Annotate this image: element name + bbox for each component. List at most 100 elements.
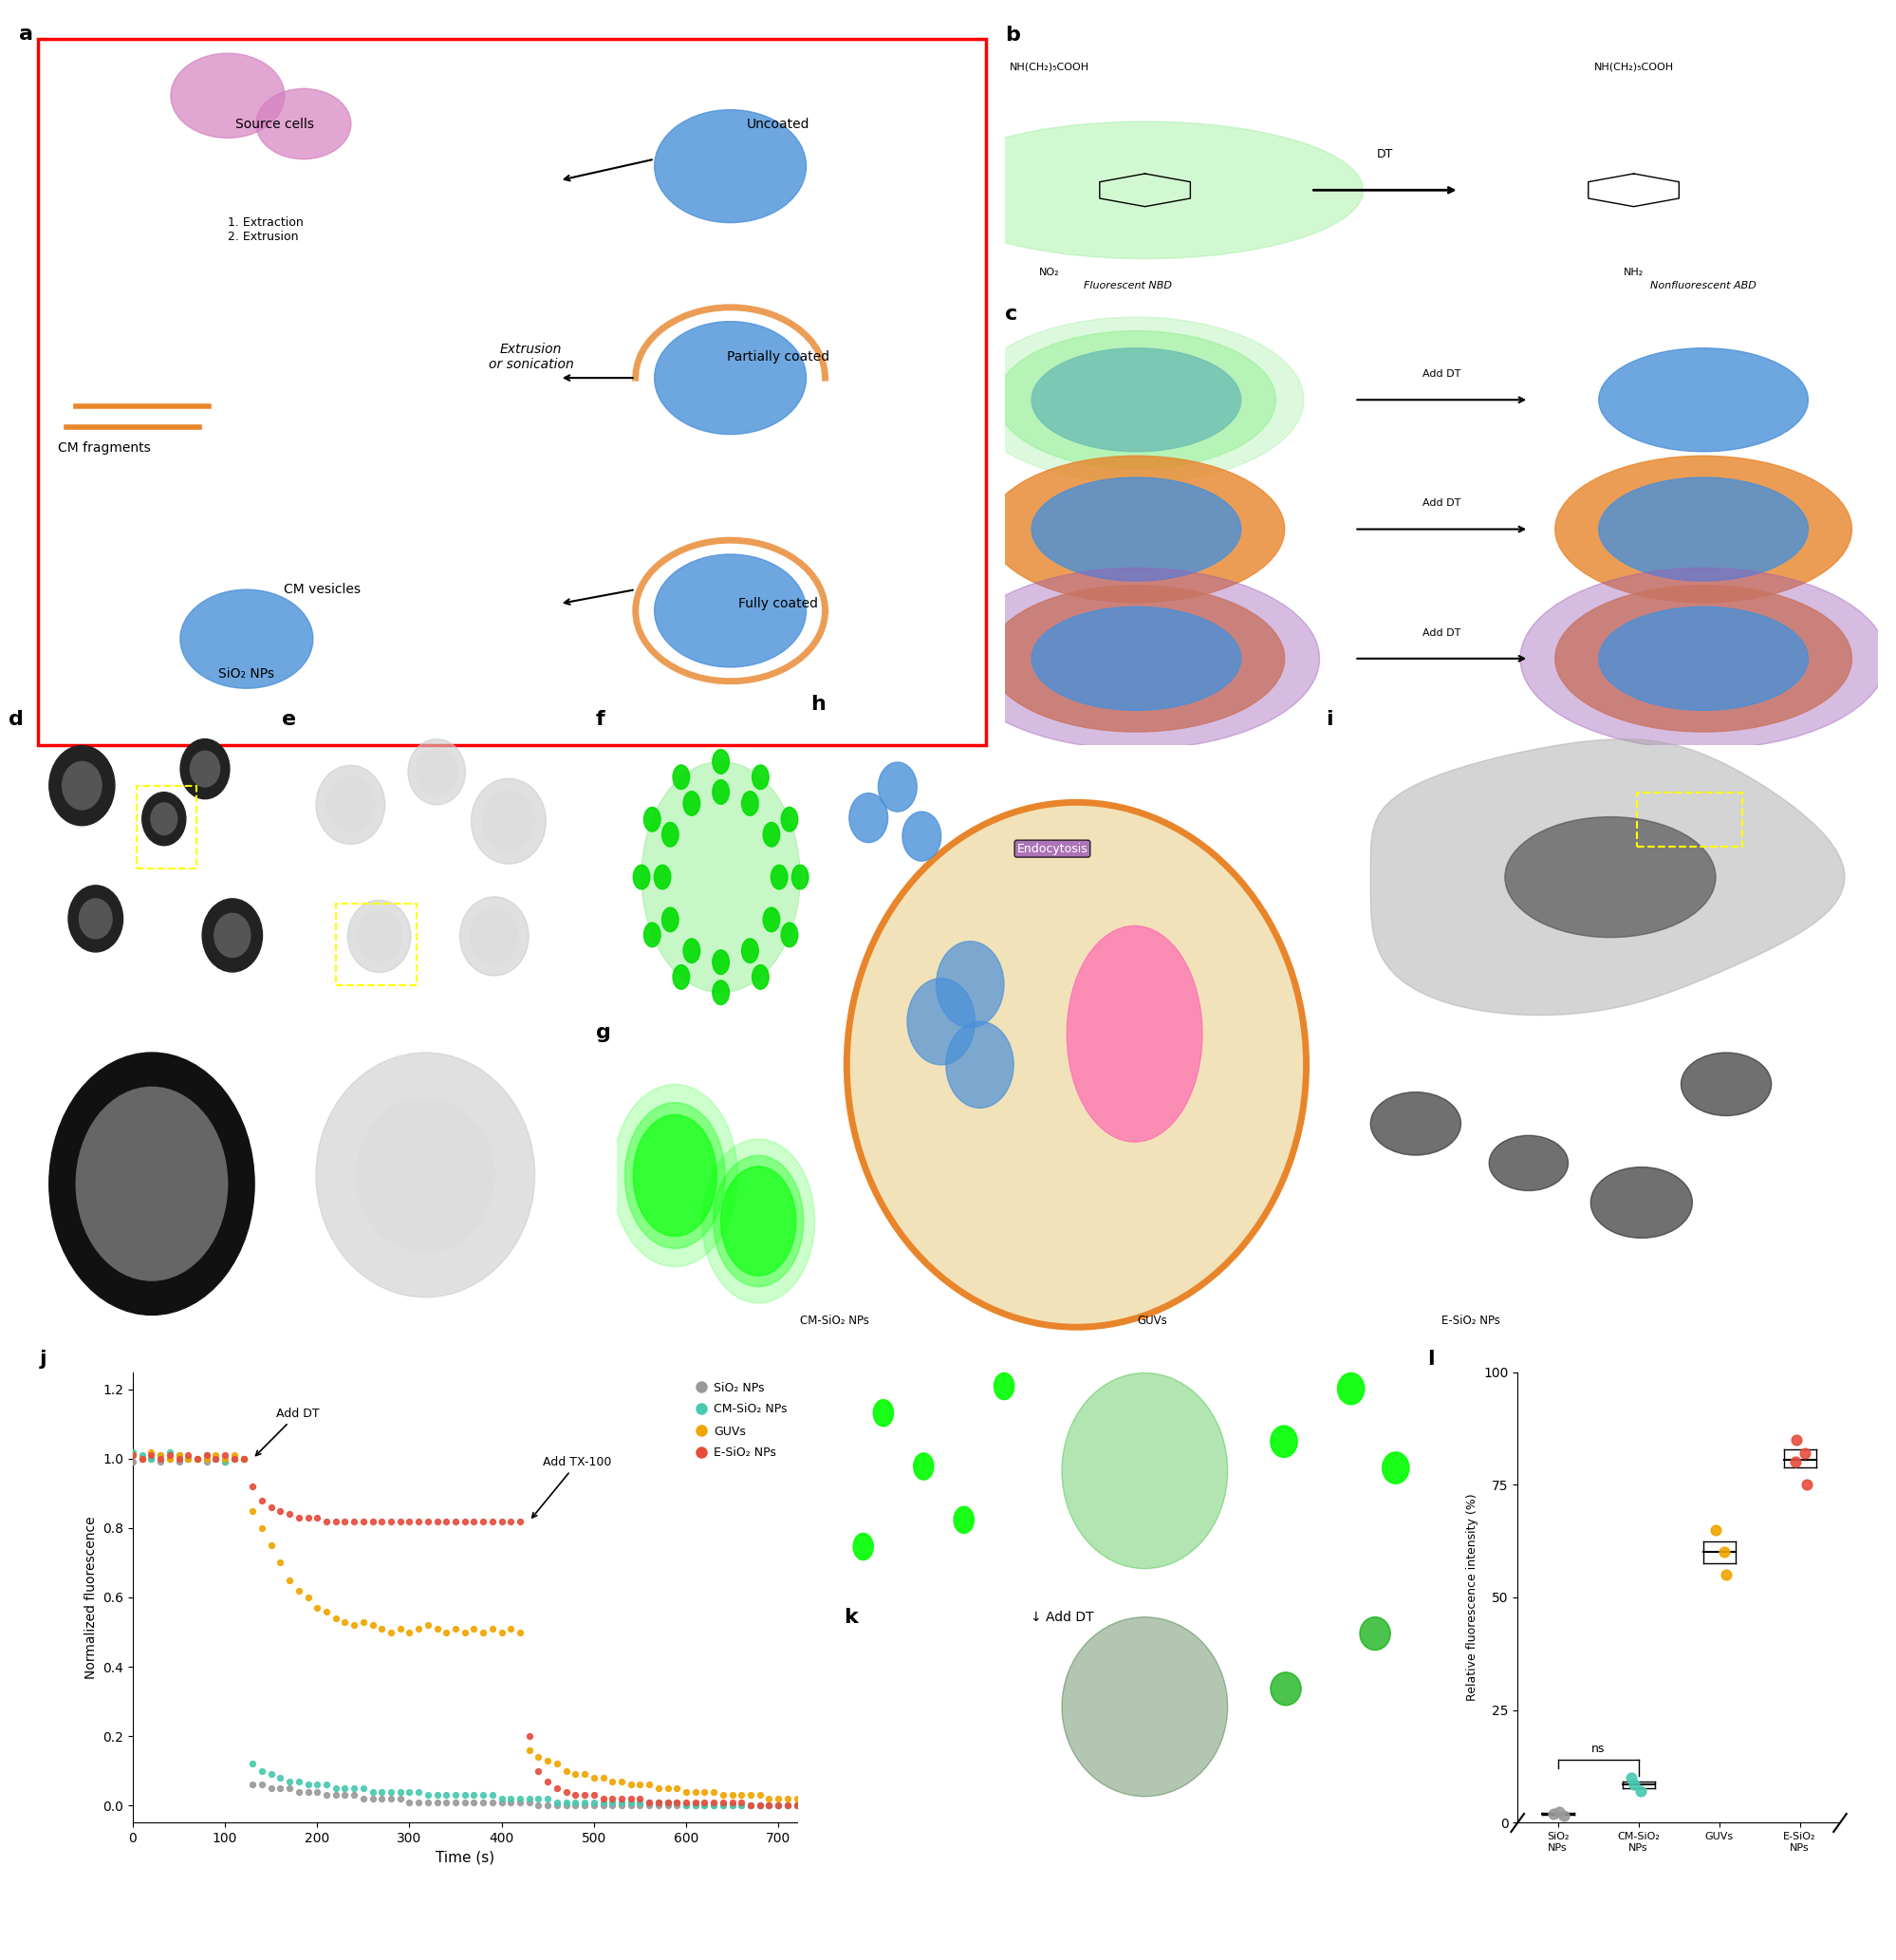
Circle shape <box>142 792 186 845</box>
Point <box>182 1443 212 1474</box>
Circle shape <box>180 590 313 688</box>
Point <box>504 1617 535 1648</box>
Point <box>173 1443 203 1474</box>
Circle shape <box>1270 1672 1301 1705</box>
Point <box>485 1617 516 1648</box>
Point <box>218 1439 248 1470</box>
Point <box>228 1443 258 1474</box>
Circle shape <box>954 1507 973 1533</box>
Text: d: d <box>8 710 23 729</box>
Point <box>781 1789 811 1821</box>
Circle shape <box>937 941 1003 1027</box>
Point <box>292 1501 322 1533</box>
Point <box>578 1780 609 1811</box>
Point <box>643 1786 673 1817</box>
Circle shape <box>1488 1135 1568 1190</box>
Point <box>118 1446 148 1478</box>
Point <box>607 1786 637 1817</box>
Point <box>597 1766 628 1797</box>
Point <box>671 1789 702 1821</box>
Point <box>578 1786 609 1817</box>
Point <box>330 1780 360 1811</box>
Text: NO₂: NO₂ <box>1039 269 1058 276</box>
Point <box>154 1443 184 1474</box>
Point <box>320 1772 351 1803</box>
Circle shape <box>654 110 806 223</box>
Point <box>707 1789 738 1821</box>
Point <box>301 1770 332 1801</box>
Point <box>772 1784 802 1815</box>
Point <box>643 1789 673 1821</box>
Point <box>736 1789 766 1821</box>
Point <box>607 1789 637 1821</box>
Point <box>356 1505 387 1537</box>
Circle shape <box>673 964 690 990</box>
Point <box>745 1789 775 1821</box>
Point <box>550 1786 580 1817</box>
Circle shape <box>1062 1372 1227 1568</box>
Bar <box>137 786 197 868</box>
Point <box>681 1789 711 1821</box>
Point <box>137 1437 167 1468</box>
Point <box>366 1613 396 1644</box>
Point <box>146 1439 176 1470</box>
Circle shape <box>347 900 411 972</box>
Point <box>284 1501 315 1533</box>
Text: NH(CH₂)₅COOH: NH(CH₂)₅COOH <box>1009 63 1088 71</box>
Text: E-SiO₂ NPs: E-SiO₂ NPs <box>1441 1315 1500 1327</box>
Circle shape <box>751 764 768 790</box>
Point <box>349 1784 379 1815</box>
Circle shape <box>49 745 114 825</box>
Point <box>624 1789 654 1821</box>
Circle shape <box>702 1139 815 1303</box>
Text: Add DT: Add DT <box>1422 368 1460 378</box>
Circle shape <box>80 900 112 939</box>
Circle shape <box>1062 1617 1227 1797</box>
Text: ↓ Add DT: ↓ Add DT <box>1030 1611 1094 1623</box>
Circle shape <box>643 808 660 831</box>
Circle shape <box>946 1021 1012 1107</box>
Circle shape <box>1598 349 1807 451</box>
Point <box>440 1780 470 1811</box>
Point <box>753 1789 783 1821</box>
Circle shape <box>68 886 123 953</box>
Circle shape <box>470 909 518 964</box>
Point <box>772 1789 802 1821</box>
Y-axis label: Normalized fluorescence: Normalized fluorescence <box>83 1515 97 1680</box>
Point <box>514 1735 544 1766</box>
Circle shape <box>190 751 220 786</box>
Point <box>413 1609 444 1641</box>
Point <box>468 1780 499 1811</box>
Point <box>597 1784 628 1815</box>
Point <box>652 1772 683 1803</box>
Point <box>311 1595 341 1627</box>
Point <box>118 1437 148 1468</box>
Circle shape <box>641 762 800 992</box>
Point <box>191 1446 222 1478</box>
Point <box>237 1748 267 1780</box>
Point <box>339 1505 370 1537</box>
Point <box>1627 1768 1657 1799</box>
Point <box>662 1789 692 1821</box>
Point <box>504 1786 535 1817</box>
Point <box>781 1789 811 1821</box>
Point <box>292 1776 322 1807</box>
Text: e: e <box>281 710 296 729</box>
Circle shape <box>1504 817 1714 937</box>
Point <box>671 1789 702 1821</box>
Circle shape <box>1519 568 1887 749</box>
Circle shape <box>713 749 728 774</box>
Point <box>275 1766 305 1797</box>
Circle shape <box>713 1156 804 1286</box>
Point <box>762 1789 793 1821</box>
Text: Endocytosis: Endocytosis <box>1016 843 1086 855</box>
Point <box>468 1786 499 1817</box>
Point <box>163 1439 193 1470</box>
Point <box>504 1505 535 1537</box>
Circle shape <box>1359 1617 1390 1650</box>
Point <box>163 1439 193 1470</box>
Point <box>311 1770 341 1801</box>
Circle shape <box>762 823 779 847</box>
Circle shape <box>988 586 1284 731</box>
Point <box>662 1786 692 1817</box>
